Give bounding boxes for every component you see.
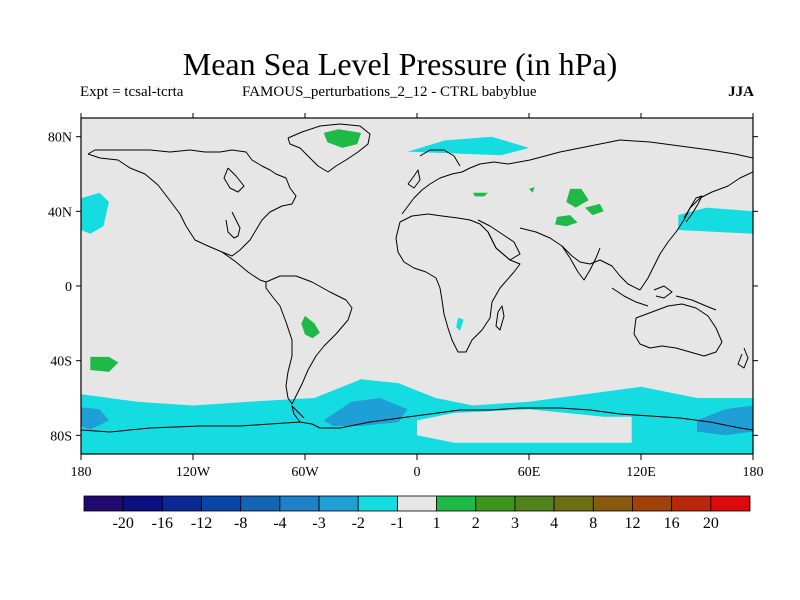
- anomaly-regions: [81, 129, 753, 454]
- colorbar-swatch-7: [357, 495, 398, 512]
- colorbar-swatch-9: [436, 495, 477, 512]
- colorbar-swatch-1: [122, 495, 163, 512]
- anomaly-region-16: [456, 317, 464, 331]
- colorbar-label-0: -20: [113, 515, 134, 532]
- y-tick-label-2: 0: [65, 280, 72, 295]
- colorbar-label-14: 16: [664, 515, 680, 532]
- colorbar-swatch-13: [592, 495, 633, 512]
- colorbar-swatch-15: [671, 495, 712, 512]
- x-tick-label-3: 0: [414, 465, 421, 480]
- colorbar-swatch-6: [318, 495, 359, 512]
- anomaly-region-6: [678, 207, 753, 234]
- colorbar-label-10: 3: [511, 515, 519, 532]
- coastlines: [81, 123, 753, 433]
- anomaly-region-2: [81, 407, 109, 430]
- colorbar-label-6: -2: [352, 515, 365, 532]
- experiment-label: Expt = tcsal-tcrta: [80, 84, 184, 100]
- colorbar-swatch-5: [279, 495, 320, 512]
- colorbar-swatch-14: [632, 495, 673, 512]
- colorbar-swatch-12: [553, 495, 594, 512]
- chart-title: Mean Sea Level Pressure (in hPa): [182, 46, 618, 82]
- colorbar-label-4: -4: [273, 515, 286, 532]
- anomaly-region-1: [323, 398, 408, 426]
- colorbar-label-13: 12: [624, 515, 640, 532]
- colorbar-swatch-10: [475, 495, 516, 512]
- colorbar-swatch-4: [240, 495, 281, 512]
- colorbar-swatch-0: [83, 495, 124, 512]
- y-tick-label-1: 40N: [48, 205, 72, 220]
- x-tick-label-2: 60W: [291, 465, 319, 480]
- colorbar-label-12: 8: [589, 515, 597, 532]
- anomaly-region-12: [585, 203, 604, 216]
- colorbar-label-11: 4: [550, 515, 558, 532]
- colorbar-swatch-16: [710, 495, 751, 512]
- anomaly-region-9: [301, 315, 320, 339]
- colorbar-swatch-11: [514, 495, 555, 512]
- anomaly-region-11: [566, 188, 589, 208]
- colorbar: -20 -16 -12 -8 -4 -3 -2 -1 1 2 3 4 8 12 16 20: [83, 495, 751, 532]
- anomaly-region-13: [555, 215, 578, 227]
- y-tick-label-0: 80N: [48, 131, 72, 146]
- anomaly-region-10: [90, 356, 119, 372]
- y-tick-label-4: 80S: [50, 429, 72, 444]
- colorbar-label-3: -8: [234, 515, 247, 532]
- colorbar-label-1: -16: [152, 515, 173, 532]
- x-tick-label-6: 180: [743, 465, 764, 480]
- x-tick-label-5: 120E: [626, 465, 656, 480]
- anomaly-region-14: [529, 187, 535, 193]
- colorbar-label-2: -12: [191, 515, 212, 532]
- anomaly-region-5: [81, 192, 109, 234]
- colorbar-label-8: 1: [433, 515, 441, 532]
- axis-ticks: 180 120W 60W 0 60E 120E 180 80N 40N 0 40S 80S: [48, 113, 764, 480]
- colorbar-swatch-3: [201, 495, 242, 512]
- colorbar-swatch-2: [161, 495, 202, 512]
- anomaly-region-8: [323, 129, 361, 148]
- anomaly-region-4: [417, 409, 632, 443]
- x-tick-label-1: 120W: [176, 465, 211, 480]
- season-label: JJA: [728, 84, 754, 100]
- x-tick-label-0: 180: [71, 465, 92, 480]
- x-tick-label-4: 60E: [518, 465, 541, 480]
- y-tick-label-3: 40S: [50, 355, 72, 370]
- anomaly-region-7: [407, 136, 529, 156]
- colorbar-label-9: 2: [472, 515, 480, 532]
- colorbar-label-15: 20: [703, 515, 719, 532]
- colorbar-label-5: -3: [312, 515, 325, 532]
- anomaly-region-15: [473, 192, 488, 197]
- comparison-label: FAMOUS_perturbations_2_12 - CTRL babyblu…: [242, 84, 537, 100]
- colorbar-label-7: -1: [391, 515, 404, 532]
- colorbar-swatch-8: [397, 495, 437, 512]
